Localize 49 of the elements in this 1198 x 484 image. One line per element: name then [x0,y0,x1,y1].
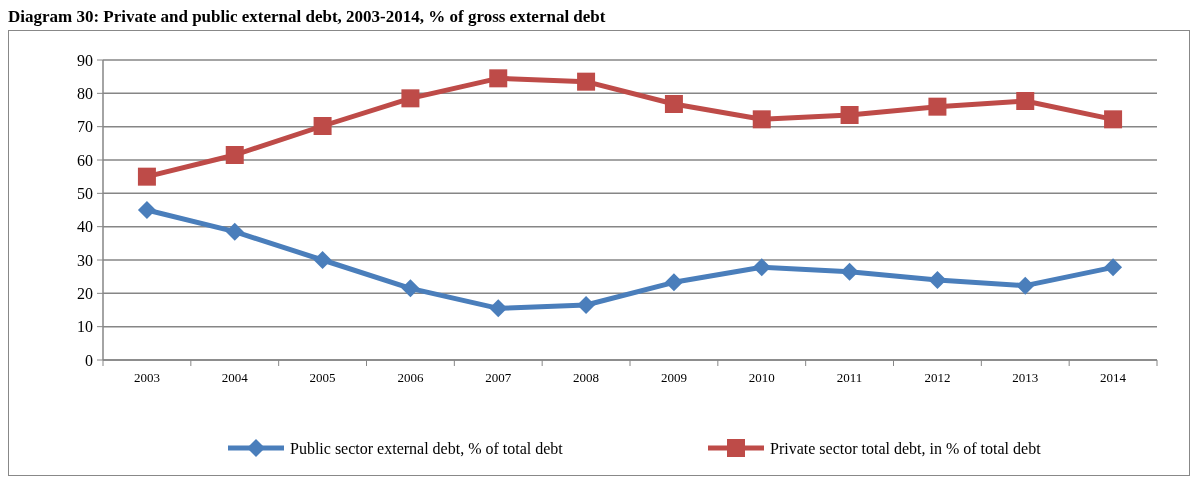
point [1016,92,1035,110]
point [577,296,596,314]
x-tick-label: 2012 [924,370,951,385]
point [577,72,596,91]
point [840,262,859,281]
x-tick-label: 2010 [748,370,775,385]
x-tick-label: 2006 [397,370,424,385]
point [928,97,947,116]
point [489,299,508,318]
y-tick-label: 90 [77,51,93,69]
x-tick-label: 2004 [221,370,249,385]
point [1104,110,1123,129]
x-tick-label: 2007 [485,370,512,385]
point [401,279,420,298]
point [664,95,683,113]
point [137,167,156,186]
point [137,201,156,219]
point [664,273,683,292]
point [489,69,508,88]
point [752,110,771,129]
legend-label: Private sector total debt, in % of total debt [770,439,1042,457]
point [313,117,332,135]
point [313,251,332,269]
point [1104,258,1123,277]
y-tick-label: 60 [77,151,93,169]
y-tick-label: 80 [77,84,93,102]
y-tick-label: 10 [77,318,93,336]
x-tick-label: 2008 [573,370,600,385]
legend-label: Public sector external debt, % of total debt [290,439,564,457]
point [752,258,771,277]
point [225,146,244,164]
y-tick-label: 70 [77,118,93,136]
point [225,222,244,241]
x-tick-label: 2011 [836,370,863,385]
y-tick-label: 30 [77,251,93,269]
y-tick-label: 50 [77,184,93,202]
point [401,89,420,108]
point [1016,276,1035,295]
x-tick-label: 2005 [309,370,336,385]
y-tick-label: 40 [77,218,93,236]
x-tick-label: 2009 [660,370,687,385]
point [928,271,947,289]
y-tick-label: 20 [77,284,93,302]
y-tick-label: 0 [85,351,93,369]
chart-title: Diagram 30: Private and public external debt, 2003-2014, % of gross external debt [8,7,606,26]
x-tick-label: 2014 [1100,370,1127,385]
x-tick-label: 2003 [133,370,160,385]
point [840,106,859,124]
x-tick-label: 2013 [1012,370,1039,385]
